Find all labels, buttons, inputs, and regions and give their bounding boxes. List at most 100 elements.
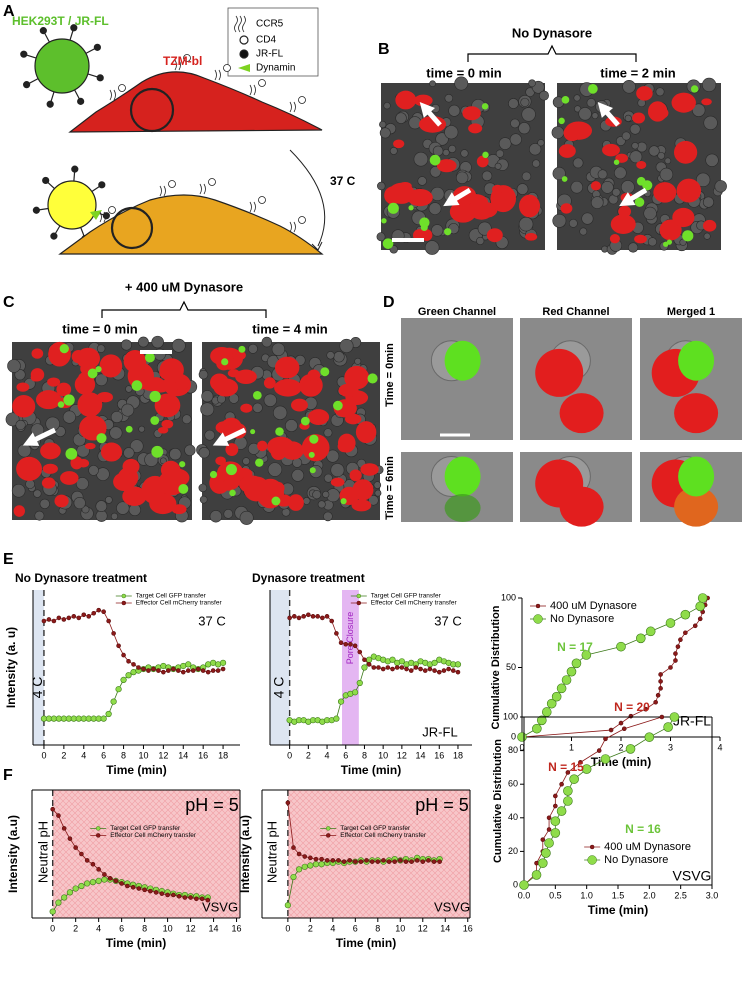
cell bbox=[110, 410, 123, 423]
cell bbox=[272, 405, 288, 420]
data-point bbox=[628, 713, 634, 719]
green-cell bbox=[587, 83, 598, 94]
x-tick-label: 16 bbox=[434, 750, 444, 760]
x-tick-label: 10 bbox=[163, 923, 173, 933]
cell bbox=[138, 336, 149, 348]
data-point bbox=[171, 892, 176, 898]
data-point bbox=[194, 896, 199, 902]
red-cell bbox=[462, 106, 481, 121]
data-point bbox=[106, 618, 111, 624]
column-label: Red Channel bbox=[542, 306, 609, 318]
data-point bbox=[324, 858, 330, 863]
green-cell bbox=[149, 390, 161, 403]
cell bbox=[659, 167, 674, 182]
cell bbox=[551, 126, 565, 139]
receptor bbox=[214, 69, 221, 81]
cd4 bbox=[298, 96, 306, 104]
green-cell bbox=[682, 230, 694, 242]
data-point bbox=[608, 727, 614, 733]
cell bbox=[648, 145, 660, 157]
y-tick-label: 50 bbox=[506, 662, 516, 672]
x-tick-label: 10 bbox=[138, 750, 148, 760]
red-cell bbox=[257, 440, 268, 452]
data-point bbox=[436, 669, 442, 675]
data-point bbox=[46, 617, 52, 622]
data-point bbox=[655, 692, 661, 698]
red-cell bbox=[610, 214, 636, 235]
data-point bbox=[136, 665, 141, 670]
data-point bbox=[296, 866, 303, 873]
cell bbox=[695, 172, 711, 188]
legend-marker bbox=[95, 833, 101, 838]
cell bbox=[591, 112, 599, 120]
x-tick-label: 0 bbox=[50, 923, 55, 933]
data-point bbox=[695, 601, 706, 612]
cell bbox=[395, 112, 407, 124]
red-cell bbox=[96, 392, 113, 403]
data-point bbox=[141, 666, 146, 672]
cell bbox=[521, 171, 532, 182]
data-point bbox=[616, 641, 626, 652]
data-point bbox=[111, 631, 116, 636]
data-point bbox=[534, 860, 539, 866]
x-tick-label: 4 bbox=[717, 742, 722, 752]
time-label: time = 0 min bbox=[62, 321, 138, 336]
cell bbox=[377, 181, 386, 191]
band bbox=[33, 590, 44, 745]
cell bbox=[383, 102, 391, 110]
red-cell bbox=[344, 413, 362, 425]
cell bbox=[201, 390, 214, 403]
cell bbox=[521, 107, 536, 122]
data-point bbox=[385, 665, 391, 670]
data-point bbox=[404, 666, 409, 672]
x-tick-label: 18 bbox=[218, 750, 228, 760]
spike-tip bbox=[71, 165, 79, 173]
x-tick-label: 12 bbox=[397, 750, 407, 760]
red-cell bbox=[42, 463, 58, 474]
green-cell bbox=[252, 390, 262, 400]
data-point bbox=[156, 668, 161, 673]
data-point bbox=[200, 668, 206, 673]
x-tick-label: 2 bbox=[306, 750, 311, 760]
x-tick-label: 2 bbox=[73, 923, 78, 933]
data-point bbox=[125, 883, 130, 889]
data-point bbox=[581, 764, 592, 774]
cell bbox=[138, 425, 146, 433]
red-cell bbox=[337, 433, 356, 453]
x-tick-label: 1.0 bbox=[580, 890, 593, 900]
data-point bbox=[420, 859, 426, 864]
red-cell bbox=[524, 233, 538, 241]
condition: No Dynasore bbox=[512, 25, 592, 40]
green-cell bbox=[95, 366, 102, 373]
red-cell bbox=[232, 350, 246, 361]
data-point bbox=[561, 675, 572, 685]
cell bbox=[129, 439, 144, 453]
spike-tip bbox=[96, 74, 104, 82]
chart: 0 2 4 6 8 10 12 14 16 Time (min) Intensity (a.u) Ta… bbox=[6, 789, 242, 950]
x-tick-label: 1 bbox=[569, 742, 574, 752]
data-point bbox=[296, 615, 302, 621]
x-tick-label: 16 bbox=[232, 923, 242, 933]
data-point bbox=[119, 881, 124, 886]
data-point bbox=[291, 845, 296, 850]
y-tick-label: 20 bbox=[508, 846, 518, 856]
red-cell bbox=[701, 98, 712, 106]
data-point bbox=[663, 722, 673, 732]
receptor bbox=[249, 201, 256, 213]
x-tick-label: 3.0 bbox=[706, 890, 719, 900]
green-cell bbox=[408, 205, 414, 211]
data-point bbox=[553, 803, 558, 809]
data-point bbox=[306, 612, 311, 618]
red-cell bbox=[157, 426, 169, 434]
cell bbox=[579, 227, 588, 236]
data-point bbox=[569, 774, 579, 784]
data-point bbox=[353, 859, 358, 864]
red-cell bbox=[60, 471, 79, 485]
y-axis-label: Cumulative Distribution bbox=[490, 605, 502, 729]
green-cell bbox=[275, 427, 284, 436]
data-point bbox=[566, 666, 577, 677]
cell-label: TZM-bl bbox=[163, 54, 202, 68]
cell bbox=[655, 87, 665, 97]
x-tick-label: 0.5 bbox=[549, 890, 562, 900]
legend-label: 400 uM Dynasore bbox=[604, 841, 691, 853]
